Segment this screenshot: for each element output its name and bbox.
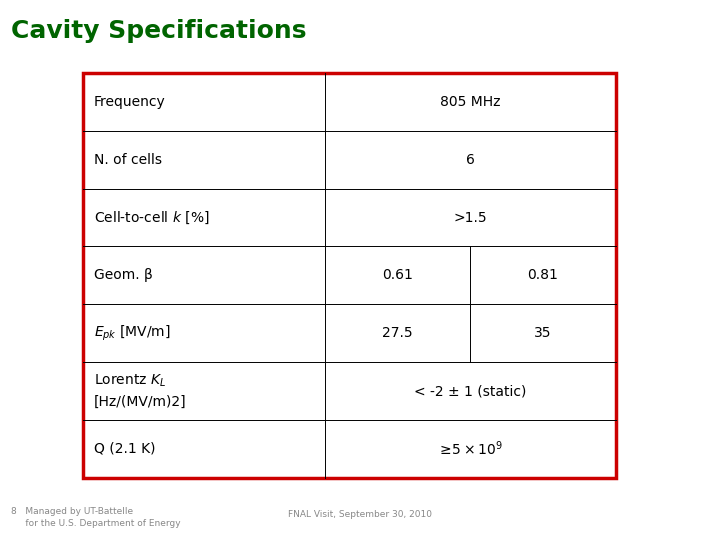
Text: 0.81: 0.81 — [528, 268, 558, 282]
Text: N. of cells: N. of cells — [94, 153, 161, 167]
Text: Frequency: Frequency — [94, 95, 166, 109]
Text: Geom. β: Geom. β — [94, 268, 153, 282]
Text: [Hz/(MV/m)2]: [Hz/(MV/m)2] — [94, 395, 186, 409]
Text: Lorentz $K_L$: Lorentz $K_L$ — [94, 373, 166, 389]
Text: Cavity Specifications: Cavity Specifications — [11, 19, 306, 43]
Text: Q (2.1 K): Q (2.1 K) — [94, 442, 155, 456]
Text: $\geq\!5\times10^{9}$: $\geq\!5\times10^{9}$ — [438, 440, 503, 458]
Text: 6: 6 — [466, 153, 475, 167]
Text: 27.5: 27.5 — [382, 326, 413, 340]
Text: Cell-to-cell $k$ [%]: Cell-to-cell $k$ [%] — [94, 210, 209, 226]
Text: 35: 35 — [534, 326, 552, 340]
Text: < -2 ± 1 (static): < -2 ± 1 (static) — [414, 384, 526, 398]
Text: FNAL Visit, September 30, 2010: FNAL Visit, September 30, 2010 — [288, 510, 432, 519]
Text: 805 MHz: 805 MHz — [440, 95, 500, 109]
Text: 0.61: 0.61 — [382, 268, 413, 282]
Text: $E_{pk}$ [MV/m]: $E_{pk}$ [MV/m] — [94, 323, 171, 343]
Text: >1.5: >1.5 — [454, 211, 487, 225]
Text: 8   Managed by UT-Battelle: 8 Managed by UT-Battelle — [11, 507, 133, 516]
Text: for the U.S. Department of Energy: for the U.S. Department of Energy — [11, 519, 181, 529]
